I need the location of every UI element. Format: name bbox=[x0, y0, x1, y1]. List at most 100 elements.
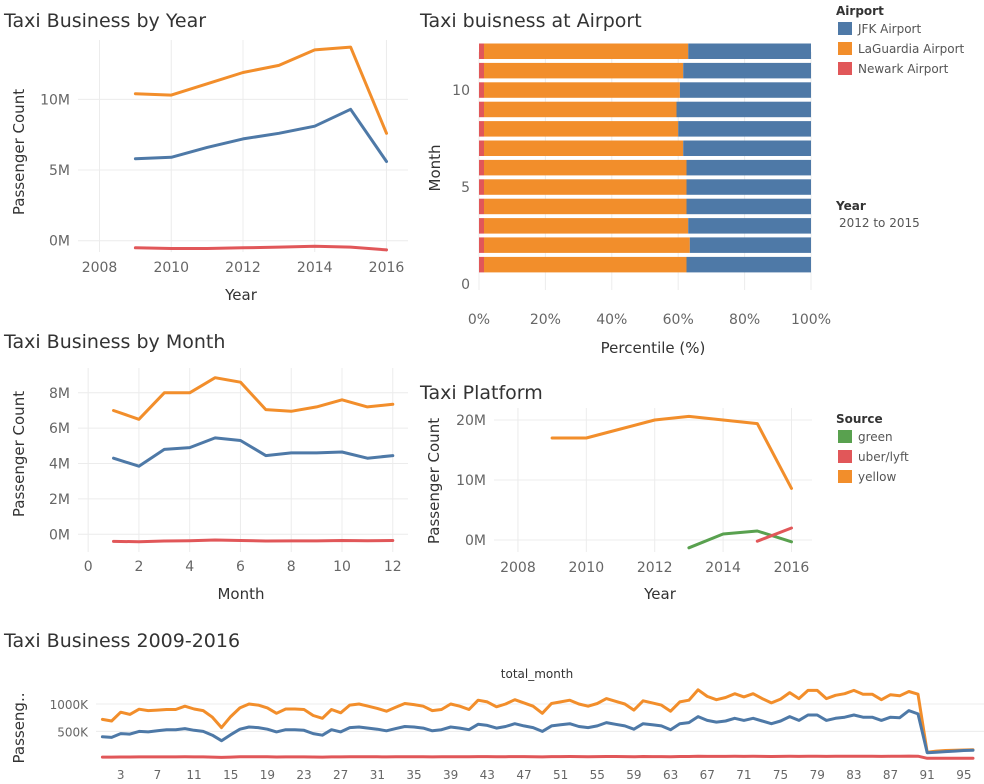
x-tick-label: 43 bbox=[480, 768, 495, 782]
x-tick-label: 83 bbox=[846, 768, 861, 782]
x-tick-label: 80% bbox=[729, 312, 760, 328]
y-tick-label: 8M bbox=[49, 386, 70, 402]
x-tick-label: 3 bbox=[117, 768, 125, 782]
legend-swatch-newark bbox=[838, 62, 852, 75]
x-axis-label-by-year: Year bbox=[224, 286, 258, 304]
plot-platform[interactable]: 0M 10M 20M 2008 2010 2012 2014 2016 bbox=[456, 408, 812, 576]
chart-subtitle-total: total_month bbox=[501, 667, 573, 681]
x-tick-label: 51 bbox=[553, 768, 568, 782]
bar-segment-laguardia-month-6 bbox=[484, 159, 687, 176]
legend-airport[interactable]: Airport JFK Airport LaGuardia Airport Ne… bbox=[836, 4, 965, 76]
legend-label-green: green bbox=[858, 430, 893, 444]
x-tick-label: 2008 bbox=[500, 560, 536, 576]
y-tick-label: 0 bbox=[461, 277, 470, 293]
x-tick-label: 2014 bbox=[705, 560, 741, 576]
bar-segment-jfk-month-12 bbox=[688, 43, 811, 59]
x-tick-label: 75 bbox=[773, 768, 788, 782]
bar-segment-newark-month-1 bbox=[479, 256, 484, 273]
series-line-jfk bbox=[100, 709, 975, 755]
x-tick-label: 8 bbox=[287, 559, 296, 575]
bar-segment-laguardia-month-11 bbox=[484, 62, 684, 79]
x-axis-label-by-month: Month bbox=[217, 585, 264, 603]
x-tick-label: 11 bbox=[186, 768, 201, 782]
x-tick-label: 7 bbox=[154, 768, 162, 782]
x-tick-label: 31 bbox=[370, 768, 385, 782]
x-tick-label: 60% bbox=[663, 312, 694, 328]
y-tick-label: 5M bbox=[49, 163, 70, 179]
chart-title-by-month: Taxi Business by Month bbox=[3, 331, 225, 353]
x-tick-label: 63 bbox=[663, 768, 678, 782]
plot-airport[interactable]: 0% 20% 40% 60% 80% 100% 0 5 10 bbox=[452, 43, 831, 329]
legend-label-laguardia: LaGuardia Airport bbox=[858, 42, 965, 56]
x-tick-label: 2010 bbox=[569, 560, 605, 576]
bar-segment-jfk-month-7 bbox=[683, 140, 811, 156]
bar-segment-jfk-month-9 bbox=[676, 101, 811, 118]
y-axis-label-by-year: Passenger Count bbox=[10, 89, 28, 215]
series-line-yellow bbox=[550, 414, 793, 490]
series-line-green bbox=[687, 529, 793, 550]
bar-segment-laguardia-month-7 bbox=[484, 140, 684, 156]
y-axis-label-airport: Month bbox=[426, 144, 444, 191]
legend-swatch-uber-lyft bbox=[838, 450, 852, 463]
x-tick-label: 20% bbox=[530, 312, 561, 328]
x-tick-label: 10 bbox=[333, 559, 351, 575]
bar-segment-laguardia-month-1 bbox=[484, 256, 687, 273]
series-line-newark bbox=[100, 754, 975, 760]
x-tick-label: 71 bbox=[736, 768, 751, 782]
bar-segment-laguardia-month-9 bbox=[484, 101, 677, 118]
y-tick-label: 10M bbox=[40, 92, 70, 108]
x-tick-label: 2 bbox=[134, 559, 143, 575]
y-tick-label: 10 bbox=[452, 83, 470, 99]
x-tick-label: 0% bbox=[468, 312, 490, 328]
x-tick-label: 35 bbox=[406, 768, 421, 782]
x-tick-label: 100% bbox=[791, 312, 831, 328]
x-tick-label: 2008 bbox=[82, 260, 118, 276]
x-tick-label: 95 bbox=[956, 768, 971, 782]
x-tick-label: 67 bbox=[700, 768, 715, 782]
bar-segment-laguardia-month-3 bbox=[484, 218, 689, 234]
legend-swatch-yellow bbox=[838, 470, 852, 483]
series-line-uber-lyft bbox=[755, 526, 793, 543]
series-line-jfk bbox=[133, 107, 388, 163]
bar-segment-newark-month-2 bbox=[479, 237, 484, 253]
chart-title-platform: Taxi Platform bbox=[419, 382, 543, 404]
x-axis-label-airport: Percentile (%) bbox=[601, 339, 706, 357]
y-tick-label: 500K bbox=[57, 725, 89, 739]
bar-segment-newark-month-9 bbox=[479, 101, 484, 118]
x-tick-label: 40% bbox=[596, 312, 627, 328]
legend-title-airport: Airport bbox=[836, 4, 884, 18]
x-tick-label: 79 bbox=[810, 768, 825, 782]
legend-label-jfk: JFK Airport bbox=[857, 22, 921, 36]
bar-segment-jfk-month-11 bbox=[683, 62, 811, 79]
bar-segment-newark-month-12 bbox=[479, 43, 484, 59]
legend-title-source: Source bbox=[836, 412, 883, 426]
x-tick-label: 4 bbox=[185, 559, 194, 575]
x-tick-label: 2016 bbox=[369, 260, 405, 276]
bar-segment-jfk-month-6 bbox=[686, 159, 811, 176]
x-axis-label-platform: Year bbox=[643, 585, 677, 603]
bar-segment-newark-month-3 bbox=[479, 218, 484, 234]
x-tick-label: 2016 bbox=[774, 560, 810, 576]
bar-segment-newark-month-4 bbox=[479, 198, 484, 215]
y-tick-label: 0M bbox=[49, 527, 70, 543]
x-tick-label: 39 bbox=[443, 768, 458, 782]
bar-segment-newark-month-7 bbox=[479, 140, 484, 156]
y-axis-label-total: Passeng.. bbox=[10, 693, 28, 764]
plot-total[interactable]: 500K 1000K 3 7 11 15 19 23 27 31 35 39 43 47 51 55 59 63 6… bbox=[50, 688, 984, 782]
year-filter[interactable]: Year 2012 to 2015 bbox=[835, 199, 920, 230]
bar-segment-jfk-month-10 bbox=[679, 82, 811, 98]
legend-source[interactable]: Source green uber/lyft yellow bbox=[836, 412, 909, 484]
y-tick-label: 0M bbox=[465, 533, 486, 549]
bar-segment-newark-month-8 bbox=[479, 121, 484, 137]
plot-by-month[interactable]: 0M 2M 4M 6M 8M 0 2 4 6 8 10 12 bbox=[49, 368, 408, 575]
plot-by-year[interactable]: 0M 5M 10M 2008 2010 2012 2014 2016 bbox=[40, 40, 408, 276]
x-tick-label: 2012 bbox=[637, 560, 673, 576]
x-tick-label: 87 bbox=[883, 768, 898, 782]
series-line-newark bbox=[133, 244, 388, 252]
bar-segment-newark-month-10 bbox=[479, 82, 484, 98]
y-tick-label: 20M bbox=[456, 413, 486, 429]
series-line-laguardia bbox=[100, 688, 975, 754]
x-tick-label: 91 bbox=[920, 768, 935, 782]
series-line-laguardia bbox=[112, 376, 395, 421]
legend-swatch-laguardia bbox=[838, 42, 852, 55]
